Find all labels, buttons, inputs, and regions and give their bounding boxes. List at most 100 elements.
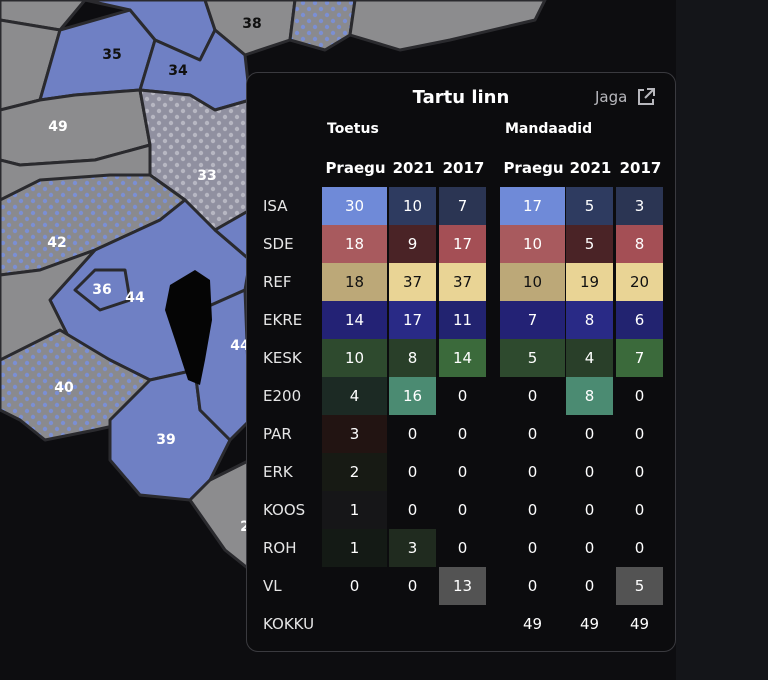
popup-title: Tartu linn [412,87,510,108]
support-cell: 0 [457,501,468,519]
external-link-icon [638,88,656,105]
share-button[interactable]: Jaga [595,87,656,107]
column-header: Praegu [325,159,386,177]
support-cell: 37 [389,263,436,301]
party-label: REF [263,273,292,291]
seats-cell: 0 [527,463,538,481]
seats-cell: 0 [527,577,538,595]
party-label: EKRE [263,311,303,329]
seats-group-header: Mandaadid [505,121,593,137]
support-cell: 18 [322,225,387,263]
seats-cell: 0 [634,539,645,557]
seats-cell: 3 [616,187,663,225]
seats-cell: 5 [566,187,613,225]
seats-cell: 0 [584,577,595,595]
party-label: KESK [263,349,302,367]
seats-cell: 10 [500,225,565,263]
total-seats-cell: 49 [629,615,650,633]
support-cell: 14 [322,301,387,339]
support-cell: 10 [322,339,387,377]
district-label: 44 [125,290,145,306]
seats-cell: 4 [566,339,613,377]
district-label: 40 [54,380,74,396]
party-label: PAR [263,425,292,443]
support-cell: 18 [322,263,387,301]
district-region [73,268,132,312]
seats-cell: 7 [616,339,663,377]
district-label: 39 [156,432,175,448]
support-cell: 4 [322,377,387,415]
seats-cell: 0 [584,539,595,557]
district-label: 34 [168,63,188,79]
support-cell: 0 [457,463,468,481]
district-label: 38 [242,16,261,32]
support-cell: 16 [389,377,436,415]
support-cell: 0 [457,539,468,557]
support-cell: 11 [439,301,486,339]
support-cell: 0 [349,577,360,595]
support-cell: 1 [322,491,387,529]
party-label: SDE [263,235,294,253]
district-label: 44 [230,338,250,354]
lake [165,270,212,385]
district-label: 33 [197,168,216,184]
support-cell: 0 [407,501,418,519]
seats-cell: 8 [566,301,613,339]
party-label: E200 [263,387,302,405]
results-popup: Tartu linn Jaga Toetus Mandaadid Praegu 2… [246,72,676,652]
support-cell: 14 [439,339,486,377]
party-label: ROH [263,539,297,557]
seats-cell: 8 [566,377,613,415]
seats-cell: 7 [500,301,565,339]
seats-cell: 5 [500,339,565,377]
district-region [348,0,547,52]
seats-cell: 0 [527,539,538,557]
column-header: 2017 [442,159,485,177]
seats-cell: 0 [584,463,595,481]
seats-cell: 0 [634,463,645,481]
district-label: 35 [102,47,121,63]
seats-cell: 0 [527,425,538,443]
seats-cell: 0 [634,501,645,519]
district-region [203,0,297,57]
district-label: 42 [47,235,66,251]
total-label: KOKKU [263,615,315,633]
seats-cell: 10 [500,263,565,301]
support-cell: 3 [322,415,387,453]
support-cell: 0 [407,425,418,443]
support-cell: 0 [407,463,418,481]
district-label: 2 [240,519,250,535]
support-cell: 1 [322,529,387,567]
support-group-header: Toetus [327,121,379,137]
support-cell: 37 [439,263,486,301]
party-label: VL [263,577,282,595]
column-header: 2021 [569,159,612,177]
support-cell: 0 [457,425,468,443]
district-label: 49 [48,119,67,135]
support-cell: 8 [389,339,436,377]
side-panel [676,0,768,680]
seats-cell: 0 [634,425,645,443]
support-cell: 9 [389,225,436,263]
support-cell: 13 [439,567,486,605]
party-label: KOOS [263,501,306,519]
support-cell: 30 [322,187,387,225]
column-header: Praegu [503,159,564,177]
total-seats-cell: 49 [522,615,543,633]
party-label: ERK [263,463,293,481]
support-cell: 17 [389,301,436,339]
support-cell: 3 [389,529,436,567]
seats-cell: 0 [634,387,645,405]
share-label: Jaga [595,88,628,106]
support-cell: 7 [439,187,486,225]
seats-cell: 20 [616,263,663,301]
seats-cell: 19 [566,263,613,301]
district-region [288,0,357,52]
party-label: ISA [263,197,288,215]
total-seats-cell: 49 [579,615,600,633]
seats-cell: 17 [500,187,565,225]
seats-cell: 8 [616,225,663,263]
support-cell: 17 [439,225,486,263]
support-cell: 0 [407,577,418,595]
